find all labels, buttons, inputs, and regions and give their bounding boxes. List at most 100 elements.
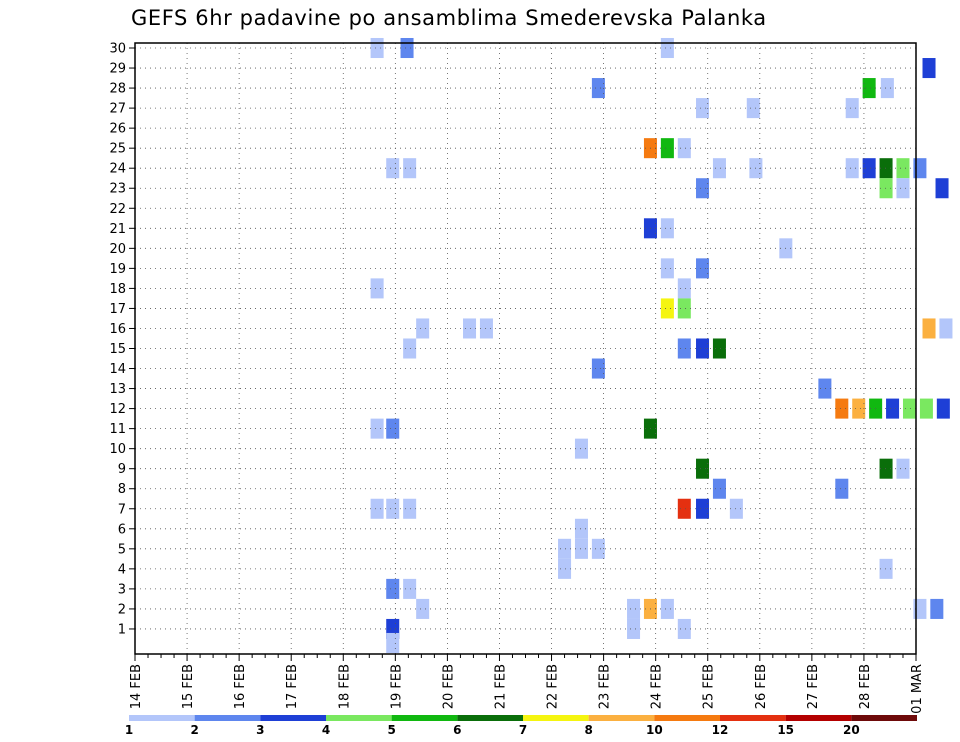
heatmap-cell — [746, 98, 760, 119]
heatmap-cell — [845, 98, 859, 119]
heatmap-cell — [696, 258, 710, 279]
heatmap-cell — [660, 598, 674, 619]
y-tick-label: 1 — [118, 622, 126, 637]
heatmap-cell — [677, 278, 691, 299]
x-tick-label: 19 FEB — [389, 664, 404, 709]
heatmap-cell — [660, 218, 674, 239]
heatmap-cell — [463, 318, 477, 339]
heatmap-cell — [696, 498, 710, 519]
heatmap-cell — [660, 37, 674, 59]
x-tick-label: 25 FEB — [702, 664, 717, 709]
heatmap-cell — [403, 338, 417, 359]
y-tick-label: 19 — [109, 262, 126, 277]
heatmap-cell — [660, 138, 674, 159]
heatmap-cell — [712, 158, 726, 179]
heatmap-cell — [935, 178, 949, 199]
x-tick-label: 14 FEB — [129, 664, 144, 709]
y-tick-label: 12 — [109, 402, 126, 417]
y-tick-label: 2 — [118, 602, 126, 617]
heatmap-cell — [370, 418, 384, 439]
legend-level-label: 7 — [519, 723, 527, 737]
heatmap-cell — [930, 598, 944, 619]
heatmap-cell — [922, 58, 936, 79]
legend-swatch — [194, 715, 261, 721]
y-tick-label: 30 — [109, 42, 126, 57]
x-tick-label: 21 FEB — [493, 664, 508, 709]
heatmap-cell — [696, 458, 710, 479]
y-tick-label: 15 — [109, 342, 126, 357]
heatmap-cell — [939, 318, 953, 339]
y-tick-label: 9 — [118, 462, 126, 477]
legend-level-label: 4 — [322, 723, 330, 737]
legend-swatch — [260, 715, 326, 721]
legend-swatch — [391, 715, 458, 721]
legend-swatch — [326, 715, 392, 721]
heatmap-cell — [370, 278, 384, 299]
heatmap-cell — [386, 578, 400, 599]
heatmap-cell — [677, 138, 691, 159]
heatmap-cell — [677, 298, 691, 319]
legend-level-label: 5 — [387, 723, 395, 737]
legend-swatch — [523, 715, 589, 721]
heatmap-cell — [574, 518, 588, 539]
y-tick-label: 18 — [109, 282, 126, 297]
heatmap-cell — [479, 318, 493, 339]
x-tick-label: 17 FEB — [285, 664, 300, 709]
x-tick-label: 26 FEB — [754, 664, 769, 709]
y-tick-label: 27 — [109, 102, 126, 117]
heatmap-cell — [627, 618, 641, 639]
legend-swatch — [851, 715, 917, 721]
heatmap-cell — [677, 338, 691, 359]
heatmap-cell — [696, 178, 710, 199]
heatmap-cell — [677, 618, 691, 639]
y-tick-label: 16 — [109, 322, 126, 337]
legend-level-label: 3 — [256, 723, 264, 737]
y-tick-label: 13 — [109, 382, 126, 397]
y-tick-label: 29 — [109, 62, 126, 77]
legend-level-label: 2 — [190, 723, 198, 737]
heatmap-cell — [922, 318, 936, 339]
heatmap-cell — [886, 398, 900, 419]
legend-level-label: 8 — [584, 723, 592, 737]
x-tick-label: 22 FEB — [546, 664, 561, 709]
y-tick-label: 8 — [118, 482, 126, 497]
heatmap-cell — [660, 298, 674, 319]
heatmap-cell — [919, 398, 933, 419]
heatmap-cell — [879, 458, 893, 479]
y-tick-label: 6 — [118, 522, 126, 537]
heatmap-cell — [936, 398, 950, 419]
y-tick-label: 25 — [109, 142, 126, 157]
legend-swatch — [129, 715, 195, 721]
x-tick-label: 28 FEB — [858, 664, 873, 709]
legend-level-label: 15 — [777, 723, 794, 737]
legend-swatch — [654, 715, 720, 721]
heatmap-cell — [818, 378, 832, 399]
heatmap-cell — [879, 178, 893, 199]
y-tick-label: 11 — [109, 422, 126, 437]
y-tick-label: 26 — [109, 122, 126, 137]
legend-level-label: 1 — [125, 723, 133, 737]
heatmap-cell — [862, 78, 876, 99]
heatmap-cell — [879, 158, 893, 179]
heatmap-cell — [696, 338, 710, 359]
legend-level-label: 6 — [453, 723, 461, 737]
heatmap-cell — [591, 358, 605, 379]
grid-lines — [135, 43, 916, 654]
x-tick-label: 18 FEB — [337, 664, 352, 709]
y-tick-label: 4 — [118, 562, 126, 577]
heatmap-cell — [660, 258, 674, 279]
heatmap-cell — [896, 178, 910, 199]
heatmap-cell — [403, 498, 417, 519]
heatmap-cell — [591, 538, 605, 559]
y-tick-label: 10 — [109, 442, 126, 457]
heatmap-cell — [386, 498, 400, 519]
heatmap-cell — [835, 398, 849, 419]
heatmap-cell — [591, 78, 605, 99]
heatmap-cell — [845, 158, 859, 179]
y-tick-label: 20 — [109, 242, 126, 257]
legend-level-label: 20 — [843, 723, 860, 737]
heatmap-cell — [880, 78, 894, 99]
heatmap-cell — [416, 598, 430, 619]
heatmap-cell — [835, 478, 849, 499]
